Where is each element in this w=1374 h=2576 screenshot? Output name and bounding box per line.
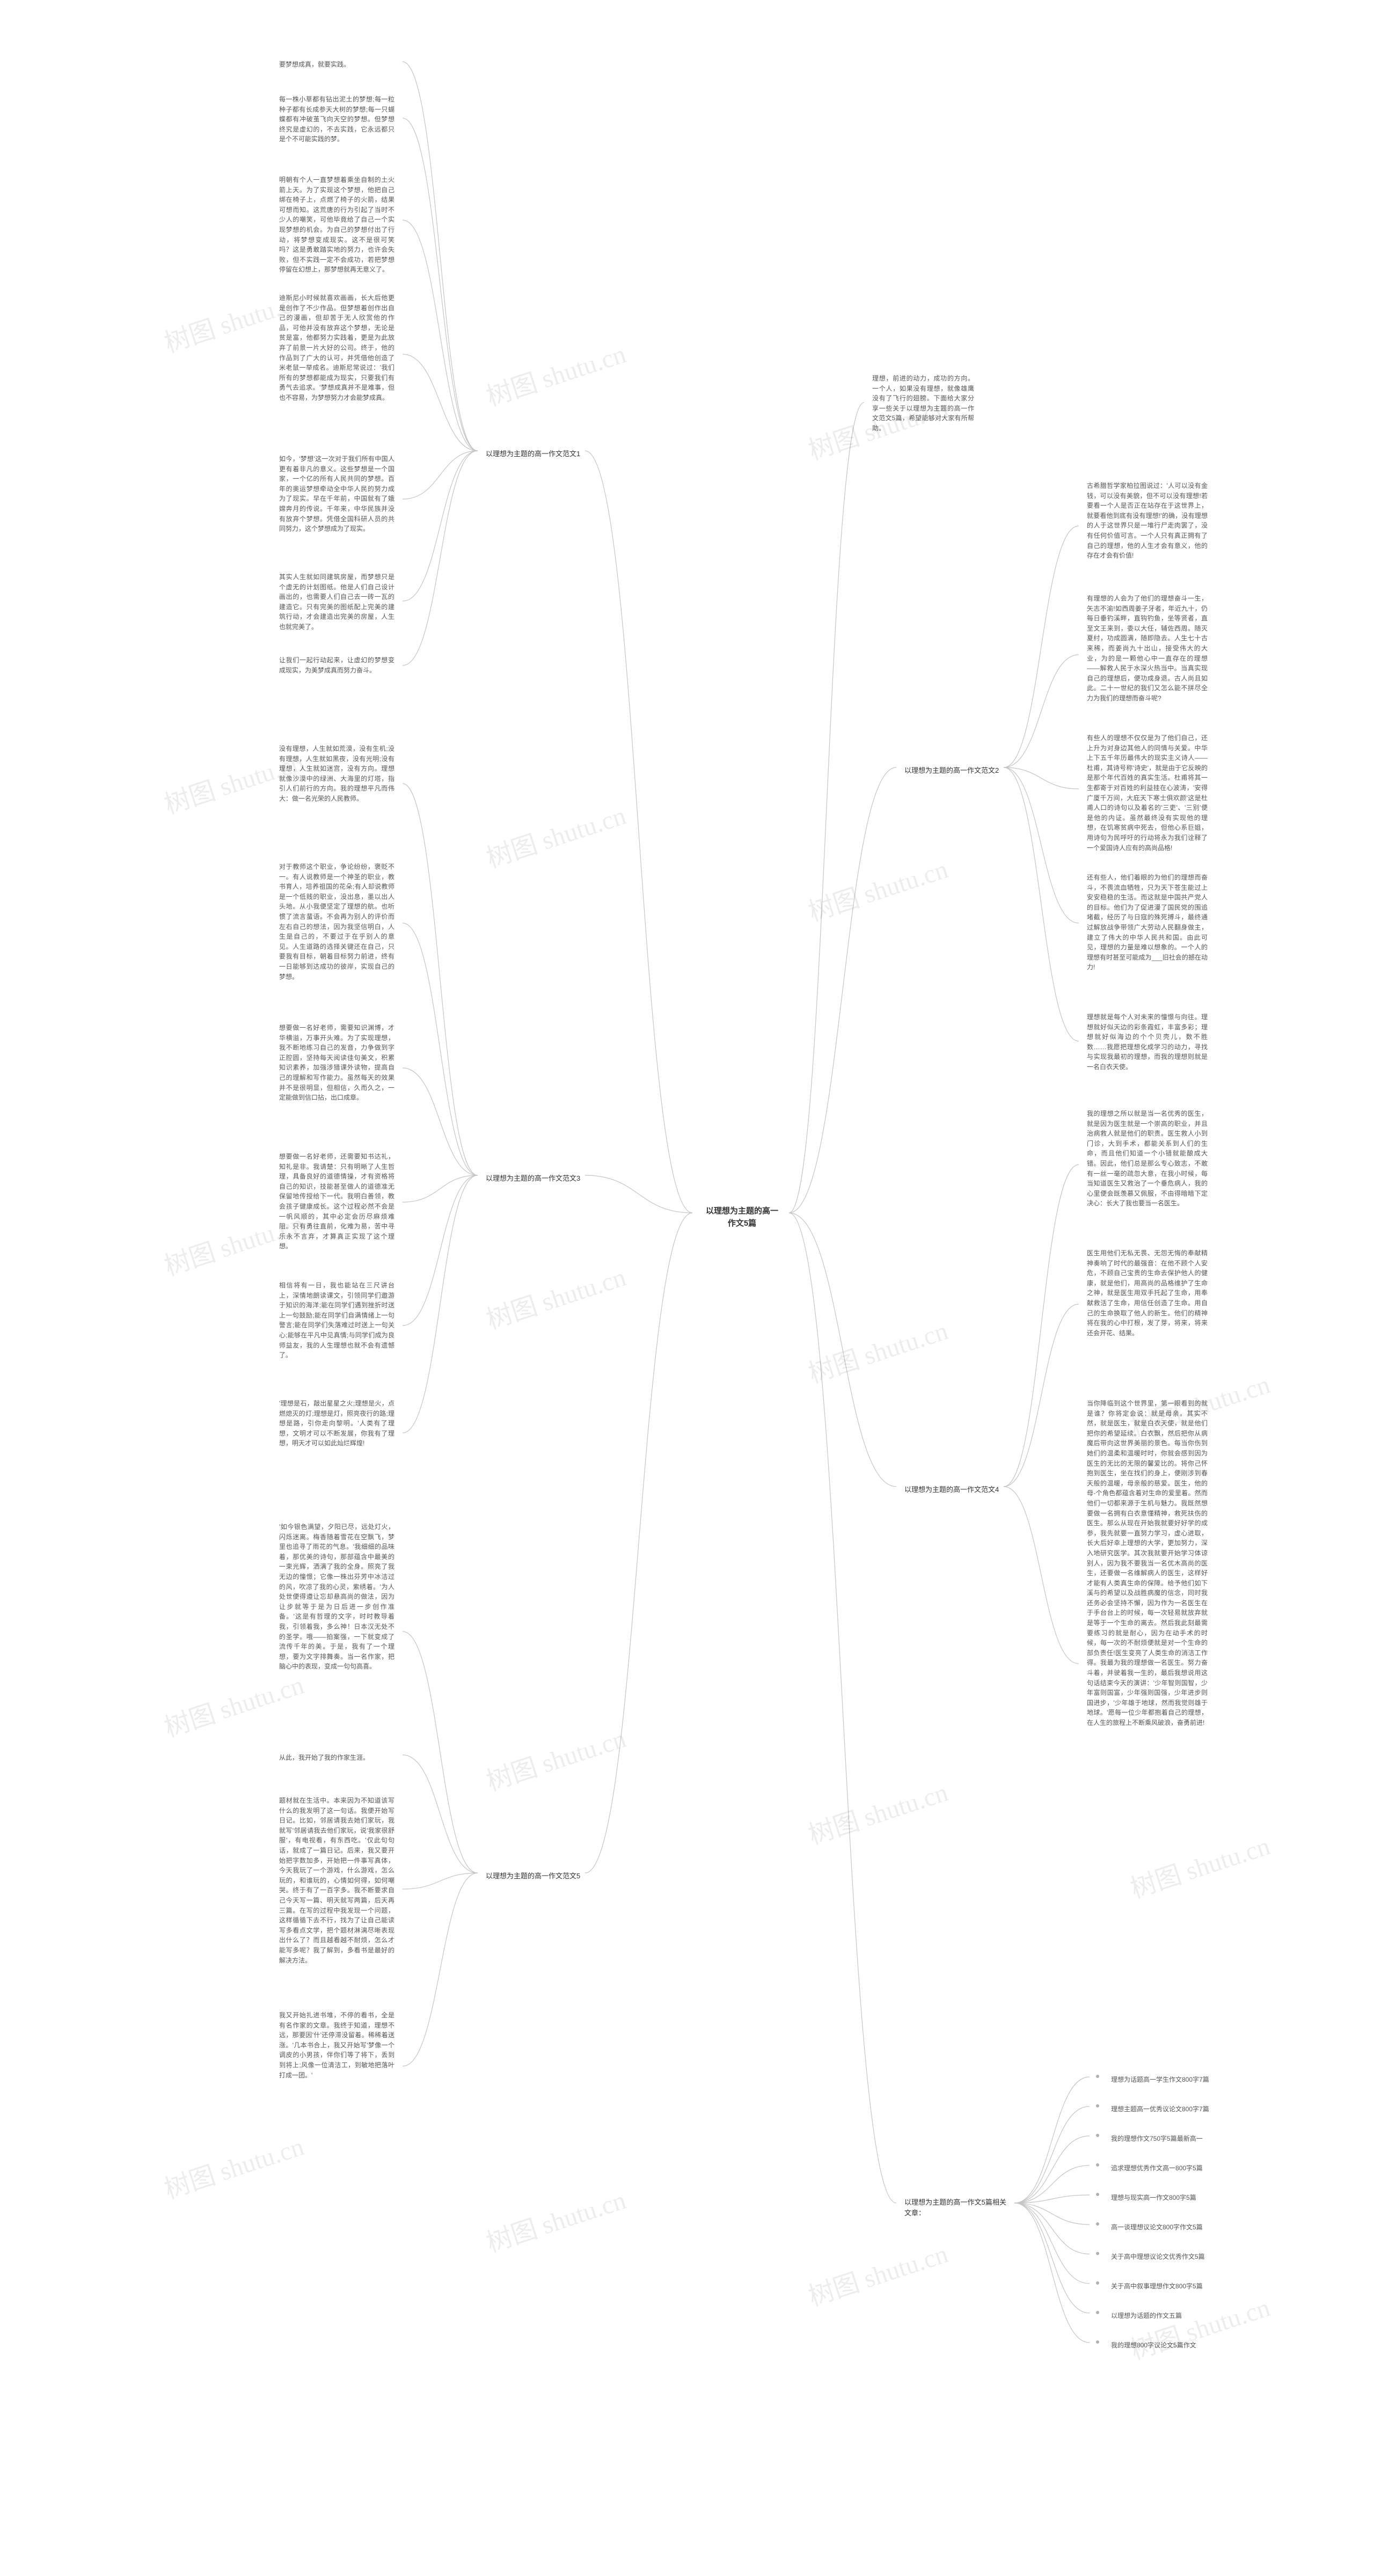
related-bullet — [1096, 2252, 1099, 2255]
b2-leaf-0: 古希腊哲学家柏拉图说过：'人可以没有金钱，可以没有美貌，但不可以没有理想!若要看… — [1081, 478, 1213, 564]
watermark: 树图 shutu.cn — [481, 1717, 630, 1798]
related-item[interactable]: 理想主题高一优秀议论文800字7篇 — [1106, 2101, 1215, 2118]
watermark: 树图 shutu.cn — [1125, 2286, 1274, 2367]
b3-leaf-2: 想要做一名好老师，需要知识渊博，才华横溢，万事开头难。为了实现理想，我不断地练习… — [274, 1020, 400, 1106]
b3-leaf-0: 没有理想，人生就如荒漠，没有生机;没有理想，人生就如黑夜，没有光明;没有理想，人… — [274, 741, 400, 807]
intro-text: 理想，前进的动力，成功的方向。一个人，如果没有理想，就像雄鹰没有了飞行的翅膀。下… — [867, 370, 980, 437]
related-item[interactable]: 理想为话题高一学生作文800字7篇 — [1106, 2072, 1215, 2088]
related-item[interactable]: 高一谈理想议论文800字作文5篇 — [1106, 2219, 1208, 2236]
watermark: 树图 shutu.cn — [481, 1256, 630, 1336]
related-item[interactable]: 我的理想800字议论文5篇作文 — [1106, 2337, 1202, 2354]
related-bullet — [1096, 2193, 1099, 2196]
related-item[interactable]: 我的理想作文750字5篇最新高一 — [1106, 2131, 1208, 2147]
b1-leaf-5: 其实人生就如同建筑房屋，而梦想只是个虚无的计划图纸。他是人们自己设计画出的，也需… — [274, 569, 400, 635]
branch-essay-4[interactable]: 以理想为主题的高一作文范文4 — [899, 1481, 1004, 1498]
branch-essay-3[interactable]: 以理想为主题的高一作文范文3 — [480, 1170, 586, 1187]
related-bullet — [1096, 2281, 1099, 2285]
watermark: 树图 shutu.cn — [159, 2125, 308, 2206]
b1-leaf-4: 如今，'梦想'这一次对于我们所有中国人更有着非凡的意义。这些梦想是一个国家，一个… — [274, 451, 400, 537]
b4-leaf-1: 医生用他们无私无畏、无怨无悔的奉献精神奏响了时代的最强音：在他不顾个人安危，不顾… — [1081, 1245, 1213, 1341]
related-bullet — [1096, 2340, 1099, 2344]
b1-leaf-6: 让我们一起行动起来，让虚幻的梦想变成现实，为美梦成真而努力奋斗。 — [274, 652, 400, 678]
b5-leaf-3: 我又开始扎进书堆，不停的看书，全是有名作家的文章。我终于知道，理想不远，那要因'… — [274, 2007, 400, 2083]
related-bullet — [1096, 2104, 1099, 2107]
b5-leaf-1: 从此，我开始了我的作家生涯。 — [274, 1750, 400, 1766]
branch-essay-1[interactable]: 以理想为主题的高一作文范文1 — [480, 445, 586, 463]
b1-leaf-0: 要梦想成真，就要实践。 — [274, 56, 400, 73]
watermark: 树图 shutu.cn — [803, 1309, 952, 1390]
watermark: 树图 shutu.cn — [481, 794, 630, 875]
b4-leaf-2: 当你降临到这个世界里，第一眼看到的就是谁？你将定会说：就是母亲。其实不然，就是医… — [1081, 1395, 1213, 1731]
watermark: 树图 shutu.cn — [481, 2179, 630, 2259]
b5-leaf-0: '如今银色满望，夕阳已尽，远处灯火，闪烁迷离。梅香随着雪花在空飘飞，梦里也追寻了… — [274, 1519, 400, 1675]
watermark: 树图 shutu.cn — [159, 1664, 308, 1744]
b5-leaf-2: 题材就在生活中。本来因为不知道该写什么的我发明了这一句话。我便开始写日记。比如，… — [274, 1792, 400, 1968]
b4-leaf-0: 我的理想之所以就是当一名优秀的医生，就是因为医生就是一个崇高的职业，并且治病救人… — [1081, 1106, 1213, 1212]
related-bullet — [1096, 2163, 1099, 2167]
related-bullet — [1096, 2311, 1099, 2314]
branch-essay-5[interactable]: 以理想为主题的高一作文范文5 — [480, 1868, 586, 1885]
related-item[interactable]: 理想与现实高一作文800字5篇 — [1106, 2190, 1202, 2206]
b3-leaf-3: 想要做一名好老师，还需要知书达礼，知礼是非。我请楚：只有明晰了人生哲理，具备良好… — [274, 1148, 400, 1255]
related-item[interactable]: 关于高中理想议论文优秀作文5篇 — [1106, 2249, 1210, 2265]
watermark: 树图 shutu.cn — [803, 1771, 952, 1851]
b2-leaf-2: 有些人的理想不仅仅是为了他们自己，还上升为对身边其他人的同情与关爱。中华上下五千… — [1081, 730, 1213, 856]
watermark: 树图 shutu.cn — [1125, 1825, 1274, 1905]
b2-leaf-4: 理想就是每个人对未来的憧憬与向往。理想就好似天边的彩条霞虹，丰富多彩；理想就好似… — [1081, 1009, 1213, 1075]
related-bullet — [1096, 2075, 1099, 2078]
b3-leaf-5: '理想是石，敲出星星之火;理想是火，点燃熄灭的灯;理想是灯，照亮夜行的路;理想是… — [274, 1395, 400, 1452]
related-item[interactable]: 追求理想优秀作文高一800字5篇 — [1106, 2160, 1208, 2177]
related-item[interactable]: 关于高中叙事理想作文800字5篇 — [1106, 2278, 1208, 2295]
watermark: 树图 shutu.cn — [481, 333, 630, 413]
related-item[interactable]: 以理想为话题的作文五篇 — [1106, 2308, 1187, 2324]
watermark: 树图 shutu.cn — [803, 848, 952, 928]
b2-leaf-3: 还有些人，他们着眼的为他们的理想而奋斗，不畏流血牺牲，只为天下苍生能过上安安稳稳… — [1081, 869, 1213, 976]
branch-related[interactable]: 以理想为主题的高一作文5篇相关文章： — [899, 2194, 1012, 2222]
b3-leaf-4: 相信将有一日，我也能站在三尺讲台上，深情地朗读课文，引领同学们遨游于知识的海洋;… — [274, 1277, 400, 1364]
related-bullet — [1096, 2134, 1099, 2137]
b1-leaf-3: 迪斯尼小时候就喜欢画画，长大后他更是创作了不少作品。但梦想着创作出自己的漫画，但… — [274, 290, 400, 406]
center-topic[interactable]: 以理想为主题的高一作文5篇 — [695, 1199, 789, 1235]
related-bullet — [1096, 2222, 1099, 2226]
b1-leaf-1: 每一株小草都有钻出泥土的梦想;每一粒种子都有长成参天大树的梦想;每一只蝴蝶都有冲… — [274, 91, 400, 148]
b2-leaf-1: 有理想的人会为了他们的理想奋斗一生，矢志不渝!如西周姜子牙者，年近九十，仍每日垂… — [1081, 590, 1213, 707]
b3-leaf-1: 对于教师这个职业，争论纷纷，褒贬不一。有人说教师是一个神圣的职业，教书育人，培养… — [274, 859, 400, 985]
b1-leaf-2: 明朝有个人一直梦想着乘坐自制的土火箭上天。为了实现这个梦想，他把自己绑在椅子上，… — [274, 172, 400, 278]
watermark: 树图 shutu.cn — [803, 2233, 952, 2313]
branch-essay-2[interactable]: 以理想为主题的高一作文范文2 — [899, 762, 1004, 779]
mindmap-canvas: 以理想为主题的高一作文5篇 理想，前进的动力，成功的方向。一个人，如果没有理想，… — [21, 21, 1353, 2555]
